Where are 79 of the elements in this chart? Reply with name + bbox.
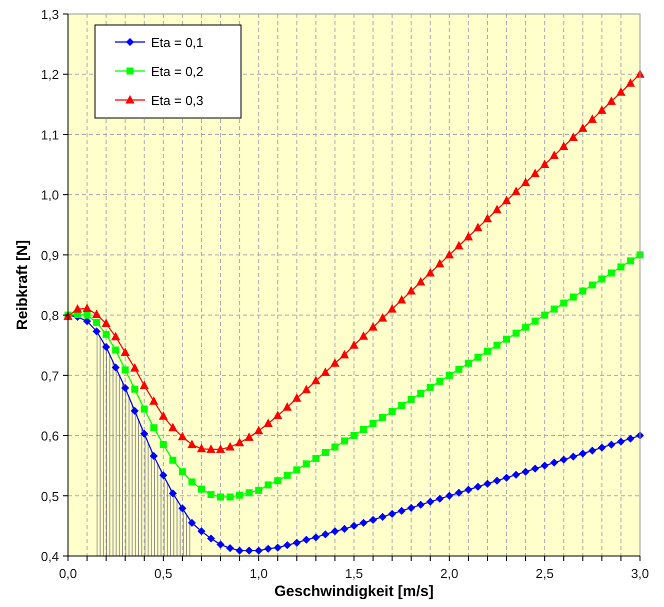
- point: [454, 488, 463, 497]
- y-tick-label: 1,3: [40, 7, 59, 22]
- legend-label: Eta = 0,1: [151, 35, 204, 50]
- point: [292, 538, 301, 547]
- point: [302, 536, 310, 544]
- point: [626, 434, 634, 443]
- point: [159, 471, 168, 480]
- point: [216, 540, 225, 549]
- point: [178, 504, 186, 512]
- point: [388, 510, 396, 518]
- y-tick-label: 1,2: [40, 67, 59, 82]
- point: [360, 518, 368, 527]
- point: [483, 480, 492, 488]
- point: [197, 527, 206, 536]
- point: [493, 476, 501, 485]
- point: [264, 544, 272, 553]
- point: [330, 527, 339, 536]
- x-tick-label: 2,5: [536, 566, 554, 581]
- y-axis-title: Reibkraft [N]: [14, 240, 31, 330]
- point: [522, 468, 530, 476]
- point: [569, 452, 578, 461]
- x-tick-label: 3,0: [630, 566, 650, 581]
- point: [560, 456, 568, 464]
- point: [140, 430, 148, 438]
- x-tick-label: 0,5: [154, 566, 172, 581]
- point: [130, 406, 139, 415]
- point: [502, 474, 511, 482]
- x-axis-title: Geschwindigkeit [m/s]: [274, 583, 434, 600]
- point: [531, 464, 540, 473]
- point: [92, 327, 101, 336]
- point: [588, 446, 596, 455]
- point: [616, 438, 625, 446]
- point: [578, 450, 587, 458]
- x-tick-label: 2,0: [440, 566, 458, 581]
- y-tick-label: 0,5: [40, 488, 59, 504]
- y-tick-label: 0,9: [40, 248, 59, 263]
- point: [436, 494, 444, 503]
- point: [540, 462, 549, 470]
- point: [226, 544, 234, 552]
- point: [550, 458, 558, 467]
- y-tick-label: 0,7: [40, 368, 59, 384]
- legend-label: Eta = 0,3: [151, 93, 204, 108]
- y-tick-label: 1,0: [40, 188, 59, 203]
- point: [236, 546, 244, 555]
- point: [254, 546, 263, 555]
- x-tick-label: 0,0: [58, 566, 78, 581]
- point: [607, 440, 616, 449]
- point: [150, 452, 158, 460]
- point: [283, 541, 292, 550]
- point: [464, 486, 472, 494]
- point: [340, 524, 348, 533]
- point: [398, 506, 406, 515]
- point: [188, 518, 196, 527]
- point: [121, 384, 130, 392]
- point: [445, 492, 454, 500]
- point: [378, 512, 387, 521]
- point: [598, 444, 606, 452]
- point: [512, 470, 520, 479]
- x-tick-label: 1,5: [344, 566, 364, 581]
- point: [474, 482, 482, 491]
- point: [426, 498, 434, 506]
- y-tick-label: 0,4: [40, 549, 59, 564]
- y-tick-label: 0,6: [40, 428, 59, 444]
- y-tick-label: 0,8: [40, 308, 59, 324]
- point: [112, 364, 120, 372]
- point: [207, 534, 215, 543]
- point: [321, 530, 330, 538]
- point: [416, 500, 425, 509]
- point: [312, 533, 320, 542]
- y-tick-label: 1,1: [40, 127, 59, 142]
- point: [102, 343, 110, 352]
- legend-label: Eta = 0,2: [151, 64, 204, 79]
- point: [245, 546, 254, 555]
- point: [350, 522, 358, 530]
- point: [407, 504, 416, 512]
- x-tick-label: 1,0: [250, 566, 268, 581]
- point: [369, 516, 378, 524]
- point: [168, 489, 177, 498]
- point: [274, 544, 282, 552]
